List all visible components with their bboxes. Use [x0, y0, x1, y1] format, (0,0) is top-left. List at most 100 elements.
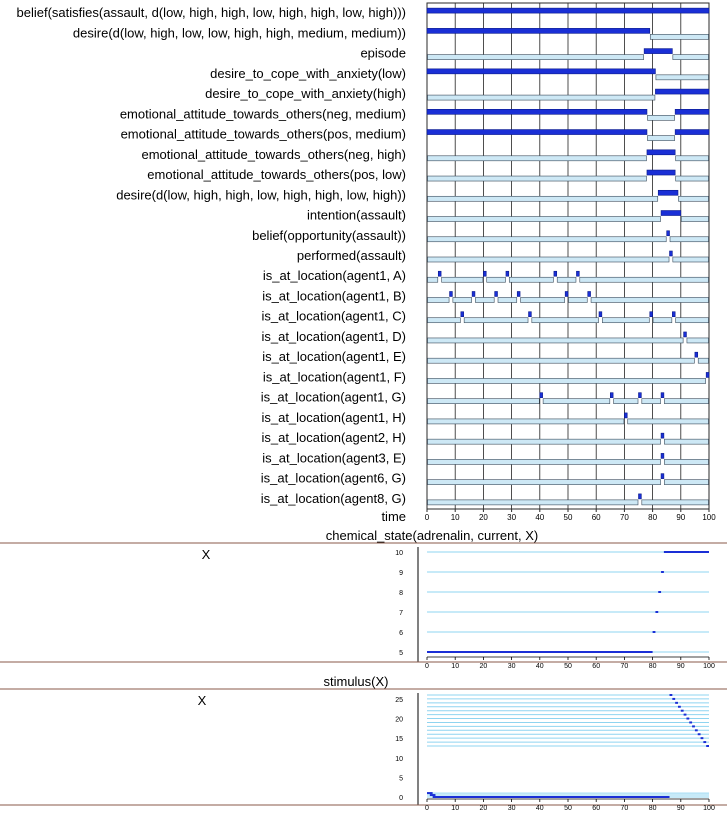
false-interval-bar — [427, 479, 661, 485]
y-tick-label: 15 — [395, 736, 403, 743]
true-interval-bar — [649, 311, 653, 318]
true-interval-bar — [598, 311, 603, 318]
false-interval-bar — [678, 195, 709, 202]
series-true-segment — [429, 794, 436, 797]
false-interval-bar — [672, 54, 709, 60]
false-interval-bar — [697, 357, 709, 364]
chemical-state-title: chemical_state(adrenalin, current, X) — [326, 528, 538, 543]
row-label: desire_to_cope_with_anxiety(low) — [210, 66, 406, 81]
false-interval-bar — [497, 297, 518, 303]
true-interval-bar — [609, 392, 614, 398]
row-label: is_at_location(agent6, G) — [261, 471, 406, 486]
x-tick-label: 60 — [592, 663, 600, 670]
false-interval-bar — [427, 54, 644, 60]
true-interval-bar — [646, 149, 676, 156]
chemical-state-chart: chemical_state(adrenalin, current, X) X … — [0, 528, 727, 670]
x-tick-label: 0 — [425, 805, 429, 812]
row-label: emotional_attitude_towards_others(neg, h… — [141, 147, 406, 162]
false-interval-bar — [647, 115, 675, 121]
x-tick-label: 90 — [676, 513, 685, 522]
series-true-segment — [427, 792, 433, 795]
row-label: is_at_location(agent1, D) — [261, 329, 406, 344]
true-interval-bar — [505, 270, 510, 277]
series-true-segment — [689, 721, 693, 724]
x-tick-label: 50 — [564, 513, 573, 522]
series-true-segment — [655, 611, 659, 613]
x-tick-label: 30 — [508, 805, 516, 812]
x-tick-label: 70 — [620, 513, 629, 522]
x-tick-label: 100 — [703, 663, 715, 670]
y-tick-label: 9 — [399, 570, 403, 577]
false-interval-bar — [427, 418, 625, 425]
false-interval-bar — [655, 74, 709, 81]
series-true-segment — [680, 709, 684, 712]
stimulus-chart: stimulus(X) X 0 5 10 15 20 25 0 10 20 30 40 50 60 70 8… — [0, 674, 727, 812]
x-tick-label: 20 — [479, 513, 488, 522]
true-interval-bar — [674, 129, 710, 135]
y-tick-label: 10 — [395, 756, 403, 763]
false-interval-bar — [427, 236, 667, 243]
y-tick-label: 8 — [399, 590, 403, 597]
true-interval-bar — [694, 351, 699, 358]
false-interval-bar — [427, 195, 659, 202]
x-tick-label: 100 — [702, 513, 716, 522]
y-tick-label: 7 — [399, 610, 403, 617]
true-interval-bar — [674, 109, 710, 115]
true-interval-bar — [564, 291, 569, 297]
x-tick-label: 20 — [480, 663, 488, 670]
true-interval-bar — [705, 372, 710, 378]
false-interval-bar — [427, 398, 540, 404]
series-true-segment — [672, 697, 676, 700]
row-label: emotional_attitude_towards_others(pos, m… — [121, 127, 406, 142]
row-label: is_at_location(agent8, G) — [261, 491, 406, 506]
series-true-segment — [661, 571, 664, 573]
y-tick-label: 10 — [395, 550, 403, 557]
series-true-segment — [427, 651, 653, 653]
x-tick-label: 10 — [451, 805, 459, 812]
true-interval-bar — [669, 250, 673, 257]
y-tick-label: 20 — [395, 717, 403, 724]
true-interval-bar — [646, 169, 676, 176]
false-interval-bar — [675, 175, 709, 182]
true-interval-bar — [660, 210, 682, 216]
x-tick-label: 30 — [508, 663, 516, 670]
y-tick-label: 5 — [399, 775, 403, 782]
y-tick-label: 0 — [399, 795, 403, 802]
row-label: is_at_location(agent1, H) — [261, 410, 406, 425]
series-true-segment — [692, 725, 695, 728]
true-interval-bar — [471, 291, 476, 297]
false-interval-bar — [568, 297, 588, 303]
false-interval-bar — [427, 337, 684, 344]
true-interval-bar — [660, 453, 665, 459]
x-tick-label: 0 — [425, 663, 429, 670]
true-interval-bar — [460, 311, 464, 318]
row-label: performed(assault) — [297, 248, 406, 263]
true-interval-bar — [539, 392, 543, 398]
x-tick-label: 30 — [507, 513, 516, 522]
row-label: intention(assault) — [307, 208, 406, 223]
false-interval-bar — [602, 317, 650, 324]
series-true-segment — [677, 705, 681, 708]
true-interval-bar — [426, 28, 651, 34]
series-true-segment — [658, 591, 662, 593]
x-tick-label: 40 — [536, 663, 544, 670]
false-interval-bar — [427, 499, 639, 506]
x-tick-label: 70 — [621, 663, 629, 670]
chemical-state-side-label: X — [202, 547, 211, 562]
x-axis-label: time — [381, 509, 406, 524]
false-interval-bar — [427, 297, 450, 303]
false-interval-bar — [675, 155, 709, 162]
x-tick-label: 20 — [480, 805, 488, 812]
true-interval-bar — [666, 230, 670, 237]
true-interval-bar — [638, 493, 642, 500]
false-interval-bar — [427, 175, 647, 182]
row-label: is_at_location(agent1, C) — [261, 309, 406, 324]
series-true-segment — [432, 796, 670, 798]
row-label: belief(satisfies(assault, d(low, high, h… — [17, 5, 406, 20]
row-label: belief(opportunity(assault)) — [252, 228, 406, 243]
true-interval-bar — [587, 291, 591, 297]
row-label: emotional_attitude_towards_others(pos, l… — [147, 167, 406, 182]
false-interval-bar — [647, 135, 675, 141]
x-tick-label: 50 — [564, 663, 572, 670]
false-interval-bar — [672, 256, 709, 263]
